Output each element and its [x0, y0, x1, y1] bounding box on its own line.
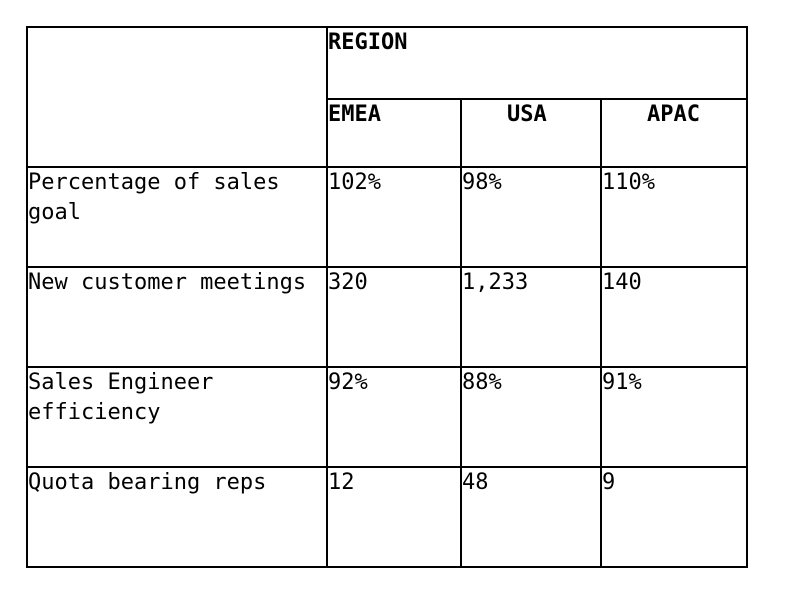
row-label-sales-goal: Percentage of sales goal [26, 166, 328, 268]
cell-quota-reps-emea: 12 [326, 466, 462, 568]
header-row-region: REGION [26, 26, 749, 168]
header-row-columns: EMEA USA APAC [27, 98, 749, 168]
region-group-header: REGION [325, 26, 749, 100]
cell-quota-reps-usa: 48 [460, 466, 602, 568]
row-label-quota-reps: Quota bearing reps [26, 466, 328, 568]
row-label-se-efficiency: Sales Engineer efficiency [26, 366, 328, 468]
cell-sales-goal-emea: 102% [326, 166, 462, 268]
row-label-customer-meetings: New customer meetings [26, 266, 328, 368]
column-header-emea: EMEA [326, 98, 462, 168]
table-row: Sales Engineer efficiency 92% 88% 91% [26, 366, 749, 468]
column-header-apac: APAC [599, 98, 749, 168]
cell-se-efficiency-emea: 92% [326, 366, 462, 468]
column-header-usa: USA [460, 98, 602, 168]
cell-se-efficiency-usa: 88% [460, 366, 602, 468]
cell-customer-meetings-apac: 140 [599, 266, 749, 368]
cell-customer-meetings-emea: 320 [326, 266, 462, 368]
cell-quota-reps-apac: 9 [599, 466, 749, 568]
cell-se-efficiency-apac: 91% [599, 366, 749, 468]
region-metrics-table: REGION EMEA USA APAC Percentage of sales… [26, 26, 749, 568]
cell-sales-goal-apac: 110% [599, 166, 749, 268]
table-row: New customer meetings 320 1,233 140 [26, 266, 749, 368]
table-row: Quota bearing reps 12 48 9 [26, 466, 749, 568]
cell-sales-goal-usa: 98% [460, 166, 602, 268]
table-row: Percentage of sales goal 102% 98% 110% [26, 166, 749, 268]
corner-cell [26, 26, 328, 168]
cell-customer-meetings-usa: 1,233 [460, 266, 602, 368]
